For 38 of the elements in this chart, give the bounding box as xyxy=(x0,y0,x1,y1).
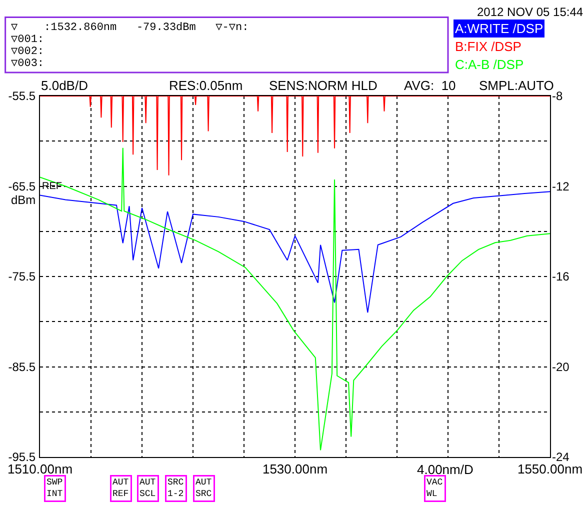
text: ▽003: xyxy=(11,58,44,70)
text: ▽001: xyxy=(11,34,44,46)
x-tick-label: 1510.00nm xyxy=(7,462,73,477)
y-tick-label: -95.5 xyxy=(8,450,36,464)
annotation: REF xyxy=(42,181,62,192)
x-axis-title: 4.00nm/D xyxy=(417,462,474,477)
x-tick-label: 1530.00nm xyxy=(262,462,328,477)
text: AUT REF xyxy=(112,478,130,500)
y-tick-label: -55.5 xyxy=(8,89,36,104)
text: ▽002: xyxy=(11,46,44,58)
text: dBm xyxy=(11,193,36,207)
text: 2012 NOV 05 15:44 xyxy=(477,5,584,19)
y-tick-label: -75.5 xyxy=(8,270,36,284)
y2-tick-label: -24 xyxy=(552,450,570,464)
line-series xyxy=(40,191,550,314)
y2-tick-label: -8 xyxy=(552,89,563,104)
y2-tick-label: -20 xyxy=(552,360,570,374)
text: SWP INT xyxy=(46,478,64,500)
text: SMPL:AUTO xyxy=(479,78,554,93)
text: AVG: 10 xyxy=(404,78,456,93)
line-series xyxy=(40,96,550,176)
text: 5.0dB/D xyxy=(41,78,88,93)
text: SENS:NORM HLD xyxy=(269,78,378,93)
y2-tick-label: -16 xyxy=(552,270,570,284)
text: SRC 1-2 xyxy=(168,478,184,500)
y-tick-label: -65.5 xyxy=(8,179,36,194)
text: A:WRITE /DSP xyxy=(455,21,544,36)
line-series xyxy=(40,147,550,451)
text: ▽ :1532.860nm -79.33dBm ▽-▽n: xyxy=(11,22,249,34)
text: B:FIX /DSP xyxy=(455,39,522,54)
y-tick-label: -85.5 xyxy=(8,360,36,374)
text: AUT SCL xyxy=(140,478,156,500)
text: VAC WL xyxy=(426,478,444,500)
text: AUT SRC xyxy=(196,478,212,500)
text: RES:0.05nm xyxy=(169,78,243,93)
x-tick-label: 1550.00nm xyxy=(517,462,583,477)
y2-tick-label: -12 xyxy=(552,179,570,194)
text: C:A-B /DSP xyxy=(455,57,524,72)
